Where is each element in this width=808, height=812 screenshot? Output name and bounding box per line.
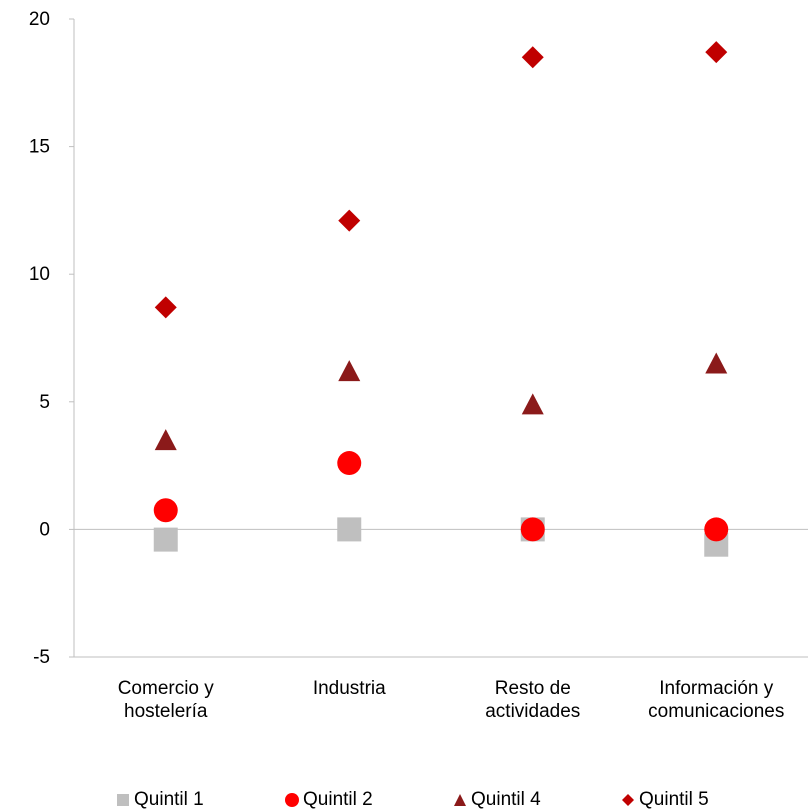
x-category-label-line: actividades [485, 701, 580, 722]
x-category-label-line: comunicaciones [648, 701, 784, 722]
square-marker-icon [117, 794, 129, 806]
x-category-label-line: hostelería [124, 701, 208, 722]
legend-item-quintil-4: Quintil 4 [452, 788, 541, 812]
point-quintil-2 [153, 498, 178, 523]
y-tick-label: 5 [39, 392, 50, 413]
chart-canvas: -5 0 5 10 15 20 Comercio y hostelería Industria… [29, 9, 808, 722]
legend-swatch-quintil-5 [622, 794, 634, 806]
point-quintil-4 [521, 393, 544, 415]
y-tick-label: 15 [29, 137, 50, 158]
point-quintil-4 [338, 360, 361, 382]
y-tick-label: -5 [33, 647, 50, 668]
y-tick-label: 20 [29, 9, 50, 30]
point-quintil-2 [337, 451, 362, 476]
chart-legend: Quintil 1 Quintil 2 Quintil 4 Quintil 5 [0, 788, 808, 812]
point-quintil-4 [705, 352, 728, 374]
y-tick-label: 10 [29, 264, 50, 285]
point-quintil-5 [705, 41, 728, 64]
x-category-label-line: Información y [659, 678, 774, 699]
triangle-marker-icon [454, 794, 466, 806]
point-quintil-4 [154, 429, 177, 451]
point-quintil-2 [704, 517, 729, 542]
chart-points [153, 41, 729, 557]
legend-label: Quintil 2 [303, 789, 373, 810]
legend-item-quintil-5: Quintil 5 [620, 788, 709, 812]
legend-label: Quintil 1 [134, 789, 204, 810]
legend-item-quintil-2: Quintil 2 [284, 788, 373, 812]
point-quintil-1 [337, 517, 362, 542]
legend-swatch-quintil-1 [117, 794, 129, 806]
diamond-marker-icon [622, 794, 634, 806]
chart-axes [69, 18, 808, 658]
point-quintil-5 [338, 209, 361, 232]
point-quintil-5 [154, 296, 177, 319]
x-category-label-line: Resto de [495, 678, 571, 699]
circle-marker-icon [285, 793, 299, 807]
legend-swatch-quintil-2 [285, 793, 299, 807]
legend-swatch-quintil-4 [454, 794, 466, 806]
x-category-label-line: Comercio y [118, 678, 215, 699]
legend-label: Quintil 4 [471, 789, 541, 810]
point-quintil-5 [521, 46, 544, 69]
point-quintil-1 [153, 527, 178, 552]
y-axis-tick-labels: -5 0 5 10 15 20 [29, 9, 50, 668]
legend-item-quintil-1: Quintil 1 [115, 788, 204, 812]
x-category-label: Información y comunicaciones [648, 678, 784, 722]
x-axis-category-labels: Comercio y hostelería Industria Resto de act… [118, 678, 785, 722]
x-category-label: Industria [313, 678, 386, 699]
legend-label: Quintil 5 [639, 789, 709, 810]
x-category-label-line: Industria [313, 678, 386, 699]
point-quintil-2 [520, 517, 545, 542]
x-category-label: Comercio y hostelería [118, 678, 215, 722]
y-tick-label: 0 [39, 519, 50, 540]
x-category-label: Resto de actividades [485, 678, 580, 722]
